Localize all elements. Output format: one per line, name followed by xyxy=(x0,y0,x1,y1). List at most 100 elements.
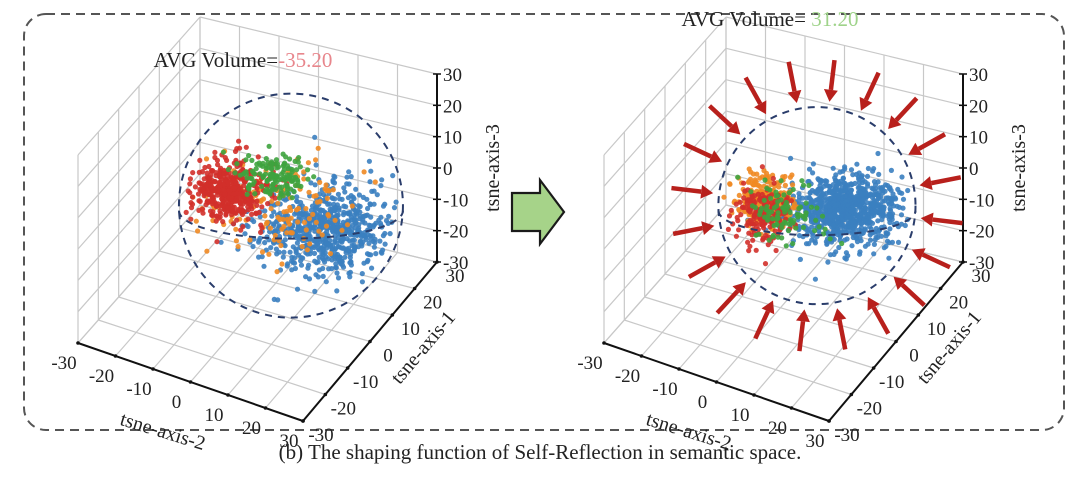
scatter-point-orange xyxy=(736,192,742,198)
scatter-point-blue xyxy=(323,279,329,285)
scatter-point-blue xyxy=(284,263,290,269)
scatter-point-blue xyxy=(346,169,352,175)
scatter-point-orange xyxy=(233,238,239,244)
x-tick xyxy=(752,393,756,397)
scatter-point-green xyxy=(225,166,231,173)
scatter-point-red xyxy=(765,242,771,248)
scatter-point-green xyxy=(786,190,793,196)
scatter-point-blue xyxy=(810,170,816,176)
scatter-point-blue xyxy=(831,222,837,228)
scatter-point-green xyxy=(797,204,804,210)
scatter-point-green xyxy=(279,171,285,177)
y-tick xyxy=(390,313,395,317)
scatter-point-blue xyxy=(865,241,871,247)
z-tick-label: 10 xyxy=(443,128,462,149)
scatter-point-blue xyxy=(327,201,333,207)
scatter-point-red xyxy=(234,217,240,223)
scatter-point-blue xyxy=(372,240,378,246)
scatter-point-orange xyxy=(278,242,284,249)
scatter-point-red xyxy=(224,157,230,163)
scatter-point-orange xyxy=(327,251,334,257)
y-tick-label: -20 xyxy=(331,399,356,420)
scatter-point-orange xyxy=(323,182,329,188)
scatter-point-red xyxy=(190,170,196,176)
scatter-point-blue xyxy=(348,193,354,199)
scatter-point-blue xyxy=(839,213,845,219)
scatter-point-blue xyxy=(382,241,388,247)
scatter-point-blue xyxy=(887,206,893,212)
scatter-point-green xyxy=(771,222,777,229)
scatter-point-green xyxy=(793,225,799,231)
scatter-point-blue xyxy=(844,236,850,242)
scatter-point-blue xyxy=(796,197,802,203)
scatter-point-blue xyxy=(837,169,843,175)
y-tick xyxy=(849,392,854,397)
scatter-point-blue xyxy=(813,209,819,215)
scatter-point-green xyxy=(266,143,272,149)
scatter-point-blue xyxy=(333,261,339,267)
y-tick-label: -30 xyxy=(308,425,333,446)
scatter-point-blue xyxy=(885,183,891,189)
scatter-point-blue xyxy=(325,256,331,262)
y-tick xyxy=(894,339,898,344)
scatter-point-green xyxy=(761,197,767,203)
scatter-point-blue xyxy=(311,238,317,244)
scatter-point-red xyxy=(245,216,251,222)
scatter-point-blue xyxy=(796,233,803,239)
scatter-point-blue xyxy=(373,251,379,257)
scatter-point-red xyxy=(751,215,757,222)
scatter-point-blue xyxy=(355,207,361,214)
scatter-point-blue xyxy=(315,274,321,280)
scatter-point-red xyxy=(204,170,210,176)
scatter-point-blue xyxy=(387,231,393,237)
scatter-point-blue xyxy=(840,202,846,208)
scatter-point-blue xyxy=(359,243,365,249)
scatter-point-blue xyxy=(350,237,356,243)
scatter-point-orange xyxy=(279,261,285,267)
scatter-point-blue xyxy=(330,195,336,201)
y-tick xyxy=(827,419,831,423)
scatter-point-green xyxy=(264,186,270,192)
scatter-point-red xyxy=(209,213,216,219)
scatter-point-blue xyxy=(276,249,282,255)
scatter-point-blue xyxy=(840,217,846,223)
scatter-point-green xyxy=(286,172,292,178)
z-tick-label: 10 xyxy=(969,128,988,149)
scatter-point-red xyxy=(213,203,219,209)
scatter-point-blue xyxy=(887,226,893,232)
scatter-point-orange xyxy=(757,175,763,181)
scatter-point-blue xyxy=(329,242,336,248)
scatter-point-blue xyxy=(367,179,373,185)
scatter-point-orange xyxy=(306,189,312,195)
x-tick xyxy=(714,380,719,384)
scatter-points xyxy=(183,134,399,303)
z-tick-label: 30 xyxy=(969,65,988,86)
z-tick-label: -10 xyxy=(443,190,468,211)
x-tick xyxy=(677,367,681,371)
scatter-point-orange xyxy=(269,198,275,204)
scatter-point-blue xyxy=(870,202,876,208)
scatter-point-green xyxy=(269,160,275,167)
scatter-point-blue xyxy=(282,237,288,243)
scatter-point-blue xyxy=(348,230,354,236)
scatter-point-orange xyxy=(315,145,321,151)
scatter-point-red xyxy=(220,199,226,205)
scatter-point-red xyxy=(250,199,256,205)
scatter-point-green xyxy=(285,191,291,197)
scatter-point-blue xyxy=(336,207,342,213)
scatter-point-blue xyxy=(294,198,300,204)
scatter-point-orange xyxy=(316,228,322,234)
scatter-point-green xyxy=(816,224,822,230)
scatter-point-green xyxy=(783,199,790,206)
scatter-point-blue xyxy=(338,260,344,266)
scatter-point-blue xyxy=(257,214,263,220)
scatter-point-green xyxy=(246,153,252,159)
y-tick-label: 30 xyxy=(972,266,991,287)
scatter-point-green xyxy=(260,160,266,166)
scatter-point-blue xyxy=(348,199,355,205)
scatter-point-blue xyxy=(382,230,388,237)
scatter-point-blue xyxy=(361,233,367,239)
scatter-point-blue xyxy=(843,256,849,262)
scatter-point-red xyxy=(738,212,744,218)
